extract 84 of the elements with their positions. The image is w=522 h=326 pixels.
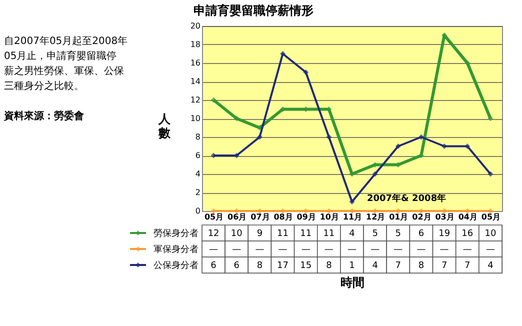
y-tick-label: 10 — [190, 114, 200, 123]
point — [372, 171, 378, 177]
data-label: 5 — [395, 229, 402, 239]
x-tick-label: 06月 — [228, 212, 247, 222]
data-label: — — [255, 245, 264, 255]
data-label: 7 — [395, 261, 402, 271]
data-label: 10 — [484, 229, 496, 239]
y-tick-label: 4 — [195, 170, 200, 178]
x-tick-label: 09月 — [296, 212, 316, 222]
x-tick-label: 05月 — [481, 212, 501, 222]
data-label: 15 — [300, 261, 312, 271]
data-label: 8 — [326, 261, 332, 271]
data-label: — — [394, 245, 403, 255]
data-label: 9 — [256, 229, 263, 239]
data-label: — — [278, 245, 288, 255]
point — [280, 51, 286, 56]
point — [488, 171, 494, 177]
data-label: — — [370, 245, 380, 255]
point — [326, 134, 332, 140]
data-label: 4 — [372, 261, 378, 271]
y-tick-label: 6 — [195, 151, 200, 160]
data-label: 8 — [418, 261, 424, 271]
data-label: 12 — [208, 229, 220, 239]
x-tick-label: 01月 — [389, 212, 408, 222]
data-label: 6 — [234, 261, 240, 271]
y-tick-label: 14 — [190, 77, 200, 86]
data-label: — — [324, 245, 334, 255]
point — [303, 70, 309, 75]
data-label: 5 — [372, 229, 378, 239]
text: 自2007年05月起至2008年05月止，申請育嬰留職停薪之男性勞保、軍保、公保三種身分之比較。 — [4, 35, 128, 92]
y-tick-label: 2 — [195, 188, 200, 197]
y-tick-label: 0 — [195, 206, 200, 216]
point — [256, 134, 262, 140]
data-label: 8 — [256, 261, 263, 271]
legend-label: 軍保身分者 — [154, 244, 198, 255]
data-label: 1 — [349, 261, 355, 271]
y-tick-label: 12 — [190, 96, 200, 104]
source-note: 資料來源：勞委會 — [3, 110, 85, 122]
data-label: 11 — [323, 229, 335, 239]
x-tick-label: 03月 — [435, 212, 454, 222]
data-label: 17 — [277, 261, 288, 271]
y-tick-label: 18 — [190, 40, 200, 49]
data-label: 11 — [300, 229, 312, 239]
annotation: 2007年& 2008年 — [367, 193, 446, 204]
data-label: — — [462, 245, 472, 255]
point — [234, 116, 240, 122]
data-label: 7 — [464, 261, 470, 271]
point — [395, 144, 401, 149]
data-label: 6 — [210, 261, 217, 271]
data-label: — — [440, 245, 449, 255]
y-tick-label: 16 — [190, 58, 200, 68]
x-tick-label: 04月 — [458, 212, 478, 222]
data-label: 4 — [349, 229, 356, 239]
y-tick-label: 8 — [195, 132, 200, 142]
chart-title: 申請育嬰留職停薪情形 — [193, 4, 314, 18]
y-tick-label: 20 — [190, 22, 200, 30]
point — [418, 134, 424, 140]
point — [488, 116, 494, 122]
data-label: — — [486, 245, 495, 255]
data-label: — — [301, 245, 310, 255]
x-tick-label: 07月 — [250, 212, 270, 222]
data-label: 7 — [441, 261, 448, 271]
y-axis-title: 人數 — [157, 112, 172, 140]
data-label: 11 — [277, 229, 288, 239]
data-label: 6 — [418, 229, 424, 239]
data-label: — — [232, 245, 242, 255]
data-label: 19 — [438, 229, 450, 239]
point — [210, 97, 216, 103]
x-tick-label: 11月 — [342, 212, 362, 222]
x-tick-label: 08月 — [274, 212, 293, 222]
legend-label: 公保身分者 — [154, 260, 198, 271]
data-label: — — [348, 245, 356, 255]
x-tick-label: 10月 — [320, 212, 339, 222]
data-label: — — [416, 245, 426, 255]
x-tick-label: 02月 — [412, 212, 432, 222]
data-label: 4 — [488, 261, 494, 271]
legend-label: 勞保身分者 — [154, 228, 198, 239]
data-label: 16 — [462, 229, 474, 239]
x-axis-title: 時間 — [340, 276, 364, 290]
data-label: 10 — [230, 229, 243, 239]
data-label: — — [209, 245, 218, 255]
x-tick-label: 05月 — [204, 212, 224, 222]
x-tick-label: 12月 — [366, 212, 386, 222]
point — [464, 60, 470, 66]
